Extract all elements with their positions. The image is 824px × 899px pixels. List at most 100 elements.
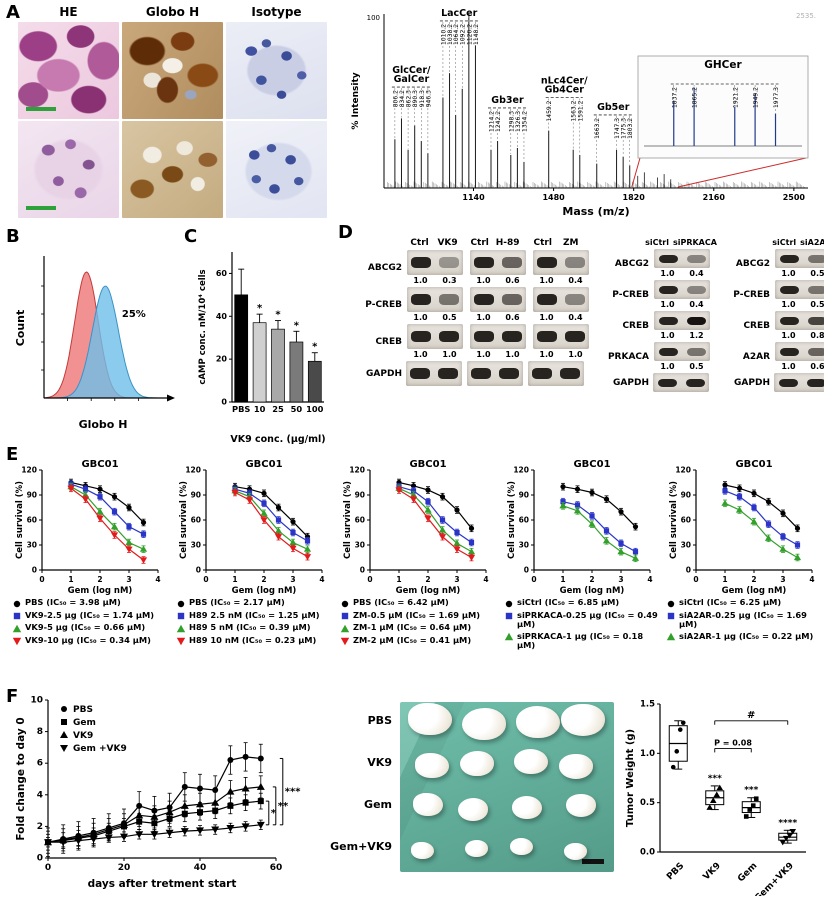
svg-text:90: 90 xyxy=(191,491,201,500)
blot-lane xyxy=(467,361,523,386)
blot-lane: 1.0 0.3 xyxy=(406,250,464,285)
svg-text:1: 1 xyxy=(68,575,73,584)
svg-text:GBC01: GBC01 xyxy=(409,459,446,470)
mass-spec-chart: 100 1140 1480 1820 2160 2500 Mass (m/z) % Inten… xyxy=(348,6,818,222)
tumor-sample xyxy=(460,750,494,776)
svg-text:Gem+VK9: Gem+VK9 xyxy=(753,861,796,896)
survival-chart-zm: 0 1 2 3 4 0 30 60 90 120 Gem (log nM) Cell survival… xyxy=(342,456,494,600)
svg-text:0: 0 xyxy=(39,575,44,584)
svg-text:nLc4Cer/: nLc4Cer/ xyxy=(541,76,588,87)
svg-text:Gem +VK9: Gem +VK9 xyxy=(73,744,127,754)
svg-text:60: 60 xyxy=(216,269,228,278)
svg-text:1563.2: 1563.2 xyxy=(571,100,578,121)
legend-item: VK9-2.5 μg (IC₅₀ = 1.74 μM) xyxy=(12,610,172,622)
svg-text:1.0: 1.0 xyxy=(640,749,655,759)
svg-text:P = 0.08: P = 0.08 xyxy=(714,738,752,747)
tumor-sample xyxy=(411,841,434,859)
histology-col-title-globoh: Globo H xyxy=(145,5,200,19)
tumor-photo-labels: PBS VK9 Gem Gem+VK9 xyxy=(330,702,396,872)
svg-text:1092.2: 1092.2 xyxy=(460,24,467,45)
svg-text:1354.2: 1354.2 xyxy=(521,111,528,132)
tumor-sample xyxy=(413,792,443,816)
svg-text:60: 60 xyxy=(519,516,529,525)
svg-text:cAMP conc. nM/10⁴ cells: cAMP conc. nM/10⁴ cells xyxy=(198,269,208,384)
panel-a-label: A xyxy=(6,2,20,23)
histology-col-title-he: HE xyxy=(59,5,78,19)
blot-protein-label: GAPDH xyxy=(366,368,402,379)
svg-text:1298.3: 1298.3 xyxy=(508,111,515,132)
svg-text:Gem: Gem xyxy=(736,861,759,884)
gbc01_sia2ar-svg: 0 1 2 3 4 0 30 60 90 120 Gem (log nM) Cell survival… xyxy=(669,459,815,596)
western-blot-panel: Ctrl VK9 Ctrl H-89 Ctrl ZM ABCG2 1.0 0.3 1.0 0.6 1.… xyxy=(356,238,824,394)
survival-chart-vk9: 0 1 2 3 4 0 30 60 90 120 Gem (log nM) Cell survival… xyxy=(14,456,166,600)
svg-text:*: * xyxy=(294,320,300,331)
svg-text:1.5: 1.5 xyxy=(640,700,655,710)
svg-text:*: * xyxy=(312,342,318,353)
legend-item: ZM-0.5 μM (IC₅₀ = 1.69 μM) xyxy=(340,610,500,622)
scale-bar xyxy=(26,107,56,111)
photo-row-label: Gem+VK9 xyxy=(330,840,392,853)
svg-text:Cell survival (%): Cell survival (%) xyxy=(507,481,517,559)
legend-item: siCtrl (IC₅₀ = 6.25 μM) xyxy=(666,597,822,609)
svg-text:30: 30 xyxy=(519,541,529,550)
svg-text:1148.2: 1148.2 xyxy=(473,24,480,45)
svg-text:1747.3: 1747.3 xyxy=(614,118,621,139)
svg-text:834.2: 834.2 xyxy=(399,90,406,107)
blot-lane: 1.0 0.5 xyxy=(406,287,464,322)
svg-text:90: 90 xyxy=(355,491,365,500)
svg-text:120: 120 xyxy=(185,466,201,475)
svg-text:Gem (log nM): Gem (log nM) xyxy=(722,586,787,596)
legend-item: siCtrl (IC₅₀ = 6.85 μM) xyxy=(504,597,662,609)
panel-c-label: C xyxy=(184,226,198,247)
svg-text:GlcCer/: GlcCer/ xyxy=(392,65,431,76)
blot-protein-label: CREB xyxy=(375,336,402,347)
blot-lane: 1.0 1.0 xyxy=(469,324,527,359)
blot-lane: 1.0 0.8 xyxy=(774,311,824,340)
survival-legend-sia2ar: siCtrl (IC₅₀ = 6.25 μM) siA2AR-0.25 μg (I… xyxy=(666,597,822,644)
gbc01_zm-svg: 0 1 2 3 4 0 30 60 90 120 Gem (log nM) Cell survival… xyxy=(343,459,489,596)
svg-text:25: 25 xyxy=(272,404,284,414)
histology-image-isotype-top xyxy=(226,22,327,119)
svg-text:60: 60 xyxy=(27,516,37,525)
svg-text:0: 0 xyxy=(45,863,51,873)
svg-text:3: 3 xyxy=(618,575,623,584)
survival-legend-zm: PBS (IC₅₀ = 6.42 μM) ZM-0.5 μM (IC₅₀ = 1.… xyxy=(340,597,500,648)
svg-text:Count: Count xyxy=(14,310,27,347)
flow-svg: Globo H Count 25% xyxy=(14,256,175,431)
svg-text:4: 4 xyxy=(483,575,488,584)
svg-text:0: 0 xyxy=(203,575,208,584)
svg-text:***: *** xyxy=(744,786,758,796)
legend-item: H89 5 nM (IC₅₀ = 0.39 μM) xyxy=(176,622,336,634)
svg-text:120: 120 xyxy=(349,466,365,475)
blot-lane xyxy=(528,361,584,386)
svg-text:30: 30 xyxy=(191,541,201,550)
survival-legend-siprkaca: siCtrl (IC₅₀ = 6.85 μM) siPRKACA-0.25 μg … xyxy=(504,597,662,653)
svg-text:Gem: Gem xyxy=(73,718,96,728)
legend-item: VK9-10 μg (IC₅₀ = 0.34 μM) xyxy=(12,635,172,647)
svg-text:GBC01: GBC01 xyxy=(573,459,610,470)
legend-item: H89 10 nM (IC₅₀ = 0.23 μM) xyxy=(176,635,336,647)
gbc01_h89-svg: 0 1 2 3 4 0 30 60 90 120 Gem (log nM) Cell survival… xyxy=(179,459,325,596)
legend-item: ZM-2 μM (IC₅₀ = 0.41 μM) xyxy=(340,635,500,647)
histology-image-isotype-bottom xyxy=(226,121,327,218)
blot-lane: 1.0 0.6 xyxy=(774,342,824,371)
svg-text:806.2: 806.2 xyxy=(392,90,399,107)
svg-text:2500: 2500 xyxy=(783,193,806,202)
tumor-sample xyxy=(458,797,488,821)
svg-text:1459.2: 1459.2 xyxy=(546,100,553,121)
survival-legend-h89: PBS (IC₅₀ = 2.17 μM) H89 2.5 nM (IC₅₀ = 1… xyxy=(176,597,336,648)
blot-protein-label: PRKACA xyxy=(607,351,649,362)
svg-text:30: 30 xyxy=(355,541,365,550)
blot-protein-label: A2AR xyxy=(742,351,770,362)
blot-protein-label: ABCG2 xyxy=(735,258,770,269)
svg-text:30: 30 xyxy=(27,541,37,550)
svg-text:1: 1 xyxy=(396,575,401,584)
svg-text:0: 0 xyxy=(37,854,43,864)
svg-text:Globo H: Globo H xyxy=(79,418,128,431)
svg-text:1820: 1820 xyxy=(623,193,646,202)
tumor-sample xyxy=(462,708,506,740)
blot-protein-label: CREB xyxy=(743,320,770,331)
legend-item: siPRKACA-1 μg (IC₅₀ = 0.18 μM) xyxy=(504,631,662,651)
svg-text:1038.2: 1038.2 xyxy=(447,24,454,45)
survival-legend-vk9: PBS (IC₅₀ = 3.98 μM) VK9-2.5 μg (IC₅₀ = 1… xyxy=(12,597,172,648)
